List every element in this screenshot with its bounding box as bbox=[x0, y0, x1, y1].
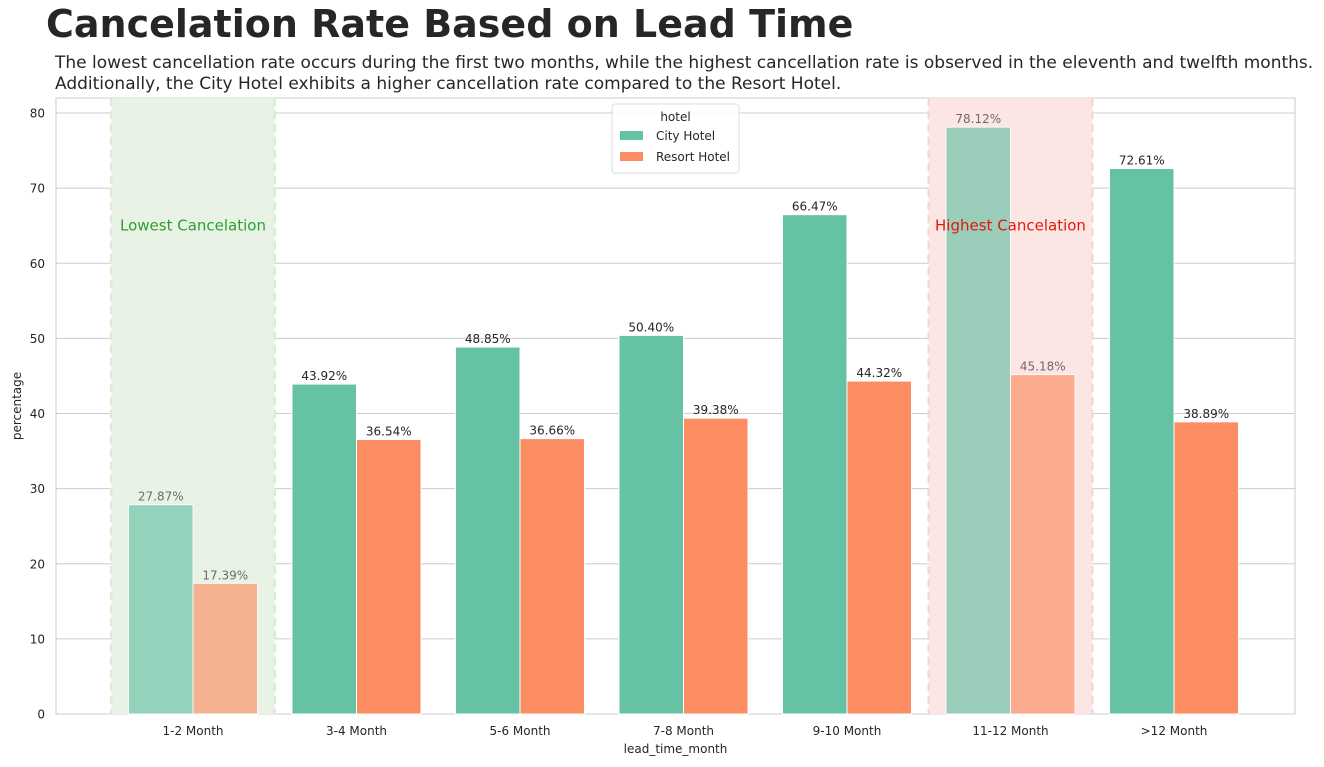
x-tick-label: 9-10 Month bbox=[813, 724, 882, 738]
bar-value-label: 43.92% bbox=[301, 369, 347, 383]
chart-subtitle: The lowest cancellation rate occurs duri… bbox=[55, 53, 1313, 95]
bar-resort bbox=[1010, 374, 1076, 715]
annotation-text: Highest Cancelation bbox=[935, 217, 1086, 235]
bar-resort bbox=[1173, 421, 1239, 715]
chart-title: Cancelation Rate Based on Lead Time bbox=[46, 2, 854, 46]
bar-value-label: 48.85% bbox=[465, 332, 511, 346]
y-tick-label: 20 bbox=[30, 557, 45, 571]
bar-resort bbox=[683, 417, 749, 715]
legend-swatch bbox=[620, 152, 643, 161]
highlight-overlay bbox=[111, 98, 275, 714]
y-tick-label: 60 bbox=[30, 257, 45, 271]
y-tick-label: 40 bbox=[30, 407, 45, 421]
bar-value-label: 27.87% bbox=[138, 490, 184, 504]
bar-city bbox=[455, 346, 521, 715]
bar-value-label: 66.47% bbox=[792, 200, 838, 214]
subtitle-line-1: The lowest cancellation rate occurs duri… bbox=[55, 53, 1314, 73]
subtitle-line-2: Additionally, the City Hotel exhibits a … bbox=[55, 74, 842, 94]
bar-value-label: 50.40% bbox=[628, 320, 674, 334]
bar-city bbox=[128, 504, 194, 715]
legend-swatch bbox=[620, 131, 643, 140]
bar-value-label: 44.32% bbox=[856, 366, 902, 380]
bar-value-label: 78.12% bbox=[955, 112, 1001, 126]
legend-title: hotel bbox=[660, 110, 690, 124]
y-tick-label: 10 bbox=[30, 632, 45, 646]
x-tick-label: 11-12 Month bbox=[972, 724, 1048, 738]
legend-label: Resort Hotel bbox=[656, 150, 730, 164]
y-tick-label: 0 bbox=[37, 708, 45, 722]
bar-city bbox=[1109, 168, 1175, 715]
x-tick-label: >12 Month bbox=[1141, 724, 1208, 738]
y-axis-label: percentage bbox=[10, 372, 24, 440]
bar-resort bbox=[846, 380, 912, 715]
bar-value-label: 17.39% bbox=[202, 568, 248, 582]
bar-resort bbox=[192, 582, 258, 715]
y-tick-label: 50 bbox=[30, 332, 45, 346]
bar-city bbox=[782, 214, 848, 715]
x-axis-label: lead_time_month bbox=[624, 742, 728, 756]
bar-city bbox=[291, 383, 357, 715]
bar-value-label: 36.66% bbox=[529, 424, 575, 438]
bar-resort bbox=[356, 439, 422, 715]
bar-value-label: 45.18% bbox=[1020, 360, 1066, 374]
y-tick-label: 70 bbox=[30, 182, 45, 196]
bar-value-label: 39.38% bbox=[693, 403, 739, 417]
y-tick-label: 30 bbox=[30, 482, 45, 496]
legend-box bbox=[611, 103, 740, 174]
x-tick-label: 1-2 Month bbox=[162, 724, 223, 738]
bar-city bbox=[945, 126, 1011, 715]
highlight-overlay bbox=[928, 98, 1093, 714]
bar-city bbox=[618, 334, 684, 715]
bar-value-label: 72.61% bbox=[1119, 154, 1165, 168]
bar-resort bbox=[519, 438, 585, 715]
x-tick-label: 5-6 Month bbox=[489, 724, 550, 738]
bar-value-label: 36.54% bbox=[366, 425, 412, 439]
annotation-text: Lowest Cancelation bbox=[120, 217, 266, 235]
bar-value-label: 38.89% bbox=[1183, 407, 1229, 421]
x-tick-label: 7-8 Month bbox=[653, 724, 714, 738]
y-tick-label: 80 bbox=[30, 107, 45, 121]
legend-label: City Hotel bbox=[656, 129, 715, 143]
x-tick-label: 3-4 Month bbox=[326, 724, 387, 738]
